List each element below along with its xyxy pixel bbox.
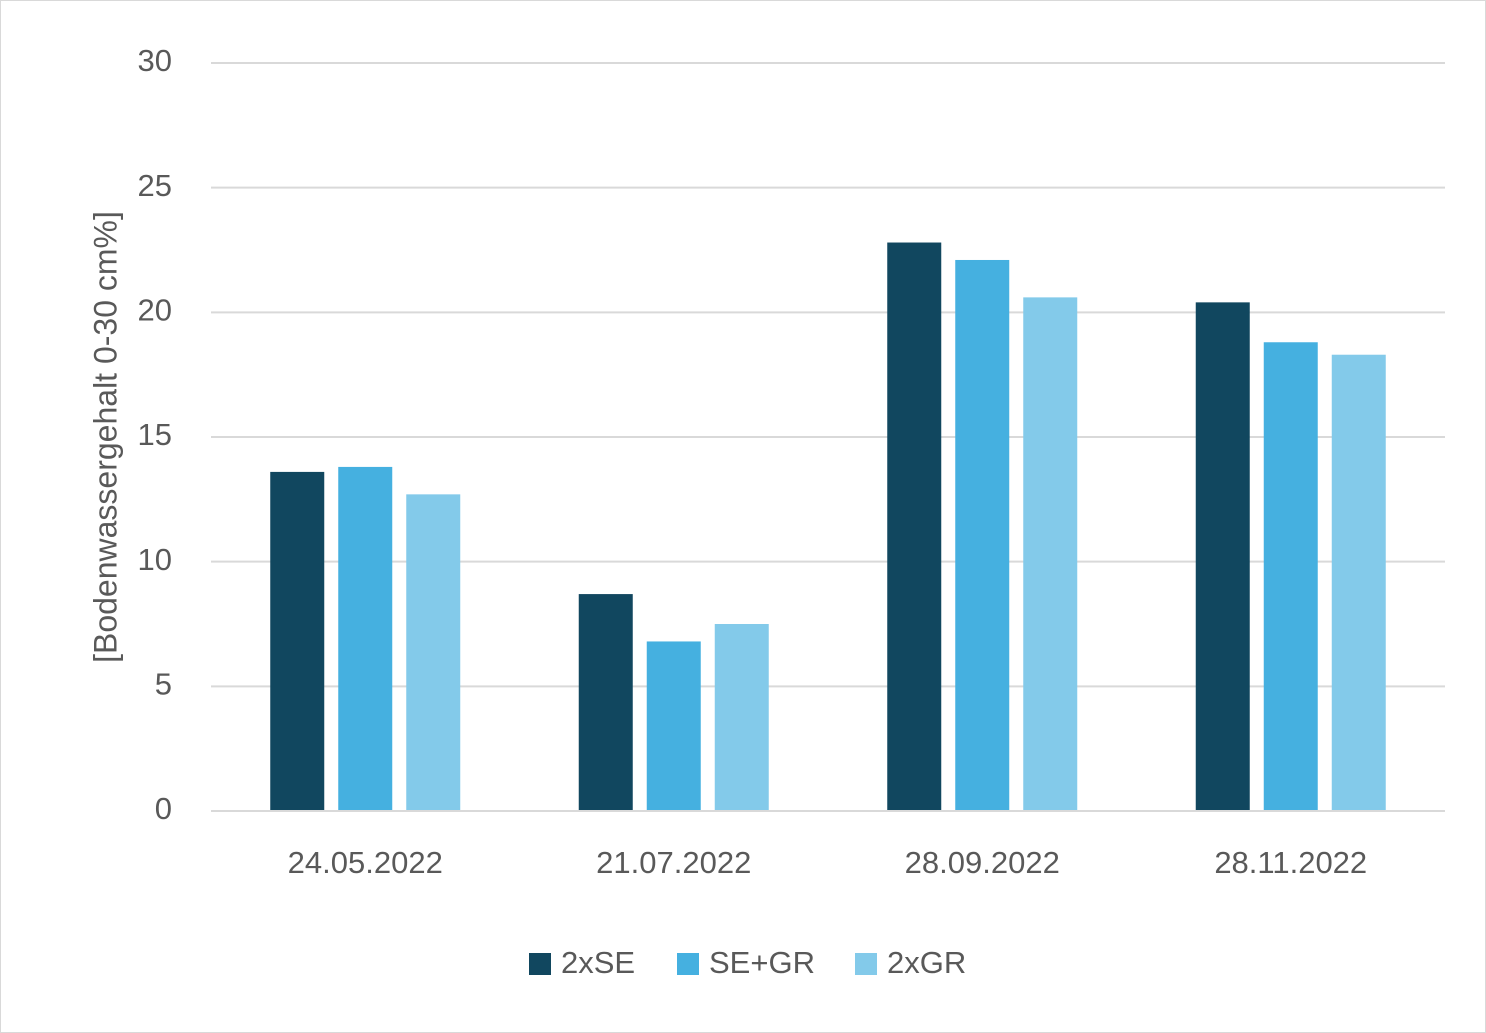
legend-swatch (855, 953, 877, 975)
gridlines (211, 62, 1445, 812)
legend-item: 2xGR (855, 945, 966, 980)
x-tick-label: 28.09.2022 (905, 845, 1060, 880)
x-tick-label: 24.05.2022 (288, 845, 443, 880)
y-tick-label: 20 (138, 293, 172, 328)
bar-2xse-2 (578, 594, 633, 811)
y-axis-ticks: 0 5 10 15 20 25 30 (138, 43, 172, 826)
x-axis-ticks: 24.05.2022 21.07.2022 28.09.2022 28.11.2022 (288, 845, 1368, 880)
bar-se-gr-2 (646, 641, 701, 811)
bar-2xse-1 (270, 471, 325, 811)
bar-2xgr-1 (406, 494, 461, 811)
bar-2xgr-4 (1331, 354, 1386, 811)
y-tick-label: 5 (155, 667, 172, 702)
x-tick-label: 28.11.2022 (1214, 845, 1367, 880)
y-tick-label: 25 (138, 168, 172, 203)
bars (211, 242, 1445, 812)
legend-label: 2xSE (561, 945, 635, 980)
bar-2xgr-2 (714, 624, 769, 811)
legend: 2xSE SE+GR 2xGR (529, 945, 966, 980)
legend-item: SE+GR (677, 945, 815, 980)
x-tick-label: 21.07.2022 (596, 845, 751, 880)
y-tick-label: 0 (155, 791, 172, 826)
bar-2xse-3 (887, 242, 942, 811)
y-tick-label: 30 (138, 43, 172, 78)
bar-se-gr-1 (338, 466, 393, 811)
legend-label: 2xGR (887, 945, 966, 980)
legend-label: SE+GR (709, 945, 815, 980)
bar-se-gr-3 (955, 259, 1010, 811)
bar-2xgr-3 (1023, 297, 1078, 812)
y-tick-label: 15 (138, 417, 172, 452)
legend-swatch (677, 953, 699, 975)
y-tick-label: 10 (138, 542, 172, 577)
bar-2xse-4 (1195, 302, 1250, 811)
bar-se-gr-4 (1263, 342, 1318, 811)
legend-item: 2xSE (529, 945, 635, 980)
y-axis-title: [Bodenwassergehalt 0-30 cm%] (87, 211, 123, 663)
legend-swatch (529, 953, 551, 975)
